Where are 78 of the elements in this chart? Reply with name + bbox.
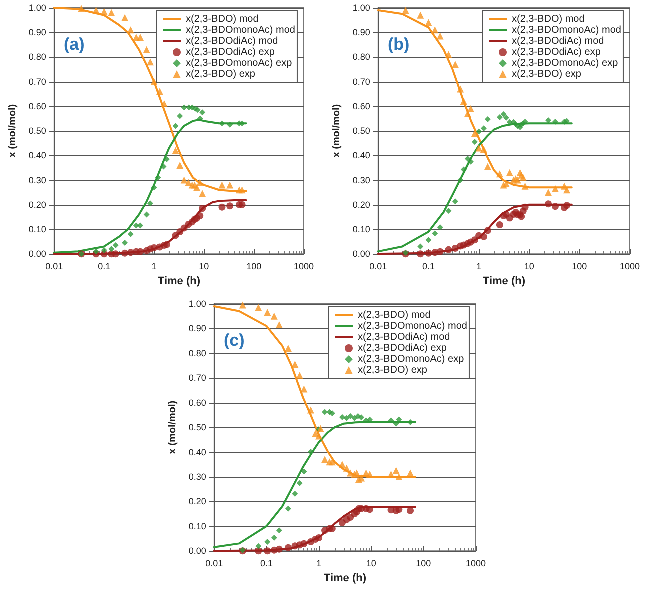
- y-tick-label: 0.40: [188, 447, 206, 458]
- x-tick-label: 1: [316, 558, 322, 569]
- y-tick-label: 0.60: [352, 101, 370, 112]
- y-tick-label: 0.80: [188, 348, 206, 358]
- y-tick-label: 0.90: [352, 28, 370, 38]
- legend-label: x(2,3-BDO) mod: [186, 14, 259, 25]
- y-tick-label: 1.00: [188, 299, 206, 309]
- legend-label: x(2,3-BDOdiAc) exp: [186, 47, 276, 58]
- legend-label: x(2,3-BDOmonoAc) exp: [512, 58, 619, 69]
- legend-label: x(2,3-BDOmonoAc) mod: [358, 321, 468, 332]
- y-tick-label: 0.00: [352, 249, 370, 260]
- x-axis-title: Time (h): [158, 276, 201, 288]
- legend-label: x(2,3-BDO) exp: [186, 69, 256, 80]
- y-axis-title: x (mol/mol): [168, 400, 178, 454]
- x-tick-label: 1: [152, 262, 157, 272]
- legend-label: x(2,3-BDO) mod: [358, 310, 431, 321]
- x-tick-label: 0.01: [370, 262, 388, 272]
- legend-label: x(2,3-BDO) mod: [512, 14, 585, 25]
- y-tick-label: 1.00: [28, 3, 46, 13]
- y-tick-label: 0.30: [352, 175, 370, 186]
- y-tick-label: 0.40: [28, 150, 46, 161]
- y-tick-label: 0.00: [188, 546, 206, 556]
- legend-label: x(2,3-BDOdiAc) exp: [512, 47, 602, 58]
- y-tick-label: 0.00: [28, 249, 46, 260]
- x-axis-title: Time (h): [324, 572, 367, 584]
- y-tick-label: 0.20: [28, 200, 46, 210]
- y-tick-label: 0.70: [28, 76, 46, 87]
- y-tick-label: 0.80: [352, 52, 370, 62]
- legend-label: x(2,3-BDO) exp: [512, 69, 582, 80]
- y-tick-label: 0.10: [188, 521, 206, 532]
- x-tick-label: 0.01: [206, 558, 224, 569]
- y-tick-label: 0.60: [188, 398, 206, 408]
- y-tick-label: 0.60: [28, 101, 46, 112]
- y-tick-label: 0.30: [188, 472, 206, 482]
- x-tick-label: 1000: [620, 262, 640, 272]
- x-axis-title: Time (h): [482, 276, 526, 288]
- annotation: (c): [224, 331, 245, 350]
- legend-label: x(2,3-BDOmonoAc) mod: [186, 25, 296, 36]
- x-tick-label: 1000: [466, 558, 486, 569]
- y-tick-label: 0.90: [28, 28, 46, 38]
- y-tick-label: 0.10: [352, 224, 370, 234]
- x-tick-label: 100: [246, 262, 262, 272]
- legend-label: x(2,3-BDOmonoAc) mod: [512, 25, 622, 36]
- y-axis-title: x (mol/mol): [8, 104, 18, 158]
- legend-label: x(2,3-BDOmonoAc) exp: [186, 58, 293, 69]
- y-tick-label: 0.10: [28, 224, 46, 234]
- x-tick-label: 10: [366, 558, 376, 569]
- x-tick-label: 1: [476, 262, 482, 272]
- x-tick-label: 10: [524, 262, 534, 272]
- y-tick-label: 0.50: [352, 126, 370, 136]
- legend-label: x(2,3-BDO) exp: [358, 365, 428, 376]
- legend-label: x(2,3-BDOdiAc) mod: [186, 36, 278, 47]
- y-tick-label: 1.00: [352, 3, 370, 13]
- y-tick-label: 0.50: [28, 126, 46, 136]
- y-tick-label: 0.70: [188, 373, 206, 384]
- legend-label: x(2,3-BDOdiAc) mod: [512, 36, 604, 47]
- y-tick-label: 0.50: [188, 422, 206, 433]
- x-tick-label: 0.1: [422, 262, 435, 272]
- x-tick-label: 0.01: [46, 262, 64, 272]
- x-tick-label: 10: [199, 262, 210, 272]
- x-tick-label: 0.1: [260, 558, 273, 569]
- annotation: (a): [64, 35, 85, 54]
- x-tick-label: 100: [572, 262, 588, 272]
- annotation: (b): [388, 35, 410, 54]
- y-tick-label: 0.80: [28, 52, 46, 62]
- y-axis-title: x (mol/mol): [332, 104, 342, 158]
- legend-label: x(2,3-BDOdiAc) exp: [358, 343, 448, 354]
- y-tick-label: 0.20: [188, 496, 206, 507]
- y-tick-label: 0.90: [188, 324, 206, 334]
- x-tick-label: 0.1: [98, 262, 111, 272]
- legend-label: x(2,3-BDOdiAc) mod: [358, 332, 450, 343]
- y-tick-label: 0.30: [28, 175, 46, 186]
- legend-label: x(2,3-BDOmonoAc) exp: [358, 354, 465, 365]
- y-tick-label: 0.40: [352, 150, 370, 161]
- y-tick-label: 0.70: [352, 76, 370, 87]
- x-tick-label: 1000: [294, 262, 314, 272]
- x-tick-label: 100: [416, 558, 432, 569]
- y-tick-label: 0.20: [352, 200, 370, 210]
